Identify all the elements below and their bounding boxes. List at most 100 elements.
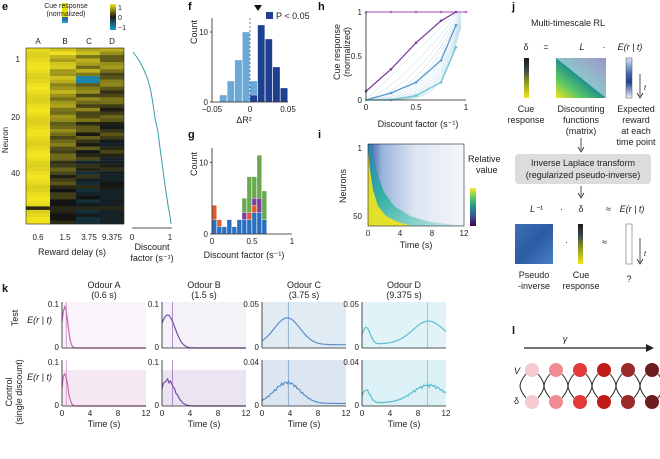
e-heat-cell [100, 178, 124, 182]
k-curve [261, 317, 346, 346]
j-box-1: Inverse Laplace transform [531, 158, 635, 168]
e-heat-cell [100, 139, 124, 144]
e-heat-cell [50, 171, 76, 175]
j-pseudo-1: Pseudo [519, 270, 550, 280]
e-ytick-1: 1 [16, 55, 21, 64]
j-exp-2: reward [622, 115, 650, 125]
panel-f: f 010−0.05 0 0.05 Count ΔR² P < 0.05 [188, 1, 310, 125]
e-heat-cell [76, 167, 100, 172]
e-heat-cell [100, 104, 124, 109]
e-heat-cell [26, 160, 50, 165]
g-bar [246, 219, 252, 235]
e-heat-cell [76, 132, 100, 137]
j-cue2-1: Cue [573, 270, 590, 280]
j-inverse-box [515, 154, 651, 184]
e-heat-cell [76, 139, 100, 144]
e-heat-cell [50, 90, 76, 94]
e-heat-cell [76, 104, 100, 109]
e-colorbar-tick-0: 0 [118, 15, 122, 22]
e-heat-cell [26, 202, 50, 207]
j-approx: ≈ [606, 204, 611, 214]
g-bar [216, 219, 222, 227]
l-value-node [525, 363, 539, 377]
e-heat-cell [76, 199, 100, 204]
j-cue-2: response [507, 115, 544, 125]
l-v-label: V [514, 366, 521, 376]
g-bar [216, 226, 222, 235]
e-heat-cell [76, 97, 100, 101]
f-bar [249, 94, 258, 103]
e-heat-cell [26, 136, 50, 140]
e-heat-cell [26, 209, 50, 214]
h-point [454, 10, 458, 14]
h-point [454, 23, 458, 27]
e-col-D: D [109, 37, 115, 46]
j-exp-1: Expected [617, 104, 655, 114]
panel-k-label: k [2, 283, 9, 295]
j-pseudo-2: -inverse [518, 281, 550, 291]
f-ytick: 0 [204, 98, 209, 107]
h-trace [365, 15, 462, 101]
e-heat-cell [50, 150, 76, 154]
e-heat-cell [26, 83, 50, 87]
f-bar [280, 87, 288, 103]
e-heat-cell [50, 174, 76, 179]
e-heat-cell [26, 153, 50, 158]
e-heat-cell [100, 79, 124, 84]
e-heat-cell [76, 171, 100, 175]
e-heat-cell [26, 150, 50, 154]
e-heat-cell [50, 157, 76, 161]
k-shade [262, 360, 346, 406]
g-xtick: 0 [210, 237, 215, 246]
e-heat-cell [50, 164, 76, 168]
e-heat-cell [26, 181, 50, 186]
i-ylabel: Neurons [338, 168, 348, 203]
k-odour-name: Odour D [387, 280, 422, 290]
e-heat-cell [26, 97, 50, 101]
e-heat-cell [76, 185, 100, 189]
j-t-arrowhead [636, 92, 644, 99]
k-odour-name: Odour A [87, 280, 120, 290]
e-heat-cell [50, 181, 76, 186]
k-xtick: 12 [442, 409, 451, 418]
l-delta-node [645, 395, 659, 409]
e-heat-cell [76, 100, 100, 105]
e-colorbar-mid [62, 17, 68, 21]
e-heat-cell [50, 213, 76, 218]
panel-i: i 1 50 Neurons 0 4 8 12 Time (s) Relativ… [318, 129, 501, 250]
j-disc-2: functions [563, 115, 600, 125]
e-heat-cell [100, 107, 124, 112]
l-d-label: δ [514, 396, 519, 406]
j-delta-2: δ [578, 204, 583, 214]
e-heat-cell [76, 118, 100, 123]
j-reward-strip [625, 57, 633, 99]
e-heat-cell [26, 143, 50, 147]
e-heat-cell [100, 118, 124, 123]
panel-k: k Test Control (single discount) E(r | t… [2, 280, 451, 429]
e-heat-cell [26, 206, 50, 211]
e-xtick-2: 3.75 [81, 233, 97, 242]
e-heat-cell [50, 118, 76, 123]
e-heat-cell [26, 104, 50, 109]
j-eq: = [543, 42, 548, 52]
g-xtick: 0.5 [246, 237, 258, 246]
l-arc-left [639, 373, 647, 399]
e-heat-cell [100, 192, 124, 197]
j-t-label-2: t [644, 251, 647, 258]
i-heatmap-peak [368, 150, 412, 226]
e-heat-cell [100, 181, 124, 186]
l-arc-right [561, 373, 569, 399]
e-ylabel: Neuron [1, 127, 10, 153]
l-value-node [621, 363, 635, 377]
k-ytick-top: 0.1 [148, 300, 160, 309]
k-odour-delay: (1.5 s) [191, 290, 217, 300]
j-delta: δ [523, 42, 528, 52]
e-heat-cell [76, 202, 100, 207]
e-heat-cell [26, 58, 50, 63]
l-value-node [549, 363, 563, 377]
e-heat-cell [100, 202, 124, 207]
l-delta-node [573, 395, 587, 409]
e-heat-cell [50, 139, 76, 144]
e-heat-cell [50, 178, 76, 182]
e-heat-cell [76, 174, 100, 179]
